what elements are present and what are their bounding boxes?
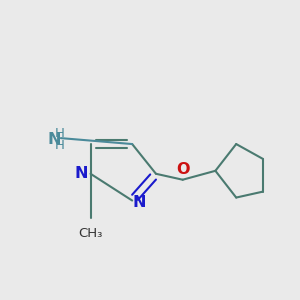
Text: O: O <box>176 162 189 177</box>
Text: N: N <box>47 132 61 147</box>
Text: N: N <box>133 194 146 209</box>
Text: H: H <box>54 127 64 140</box>
Text: N: N <box>75 166 88 181</box>
Text: H: H <box>54 139 64 152</box>
Text: CH₃: CH₃ <box>78 227 103 240</box>
